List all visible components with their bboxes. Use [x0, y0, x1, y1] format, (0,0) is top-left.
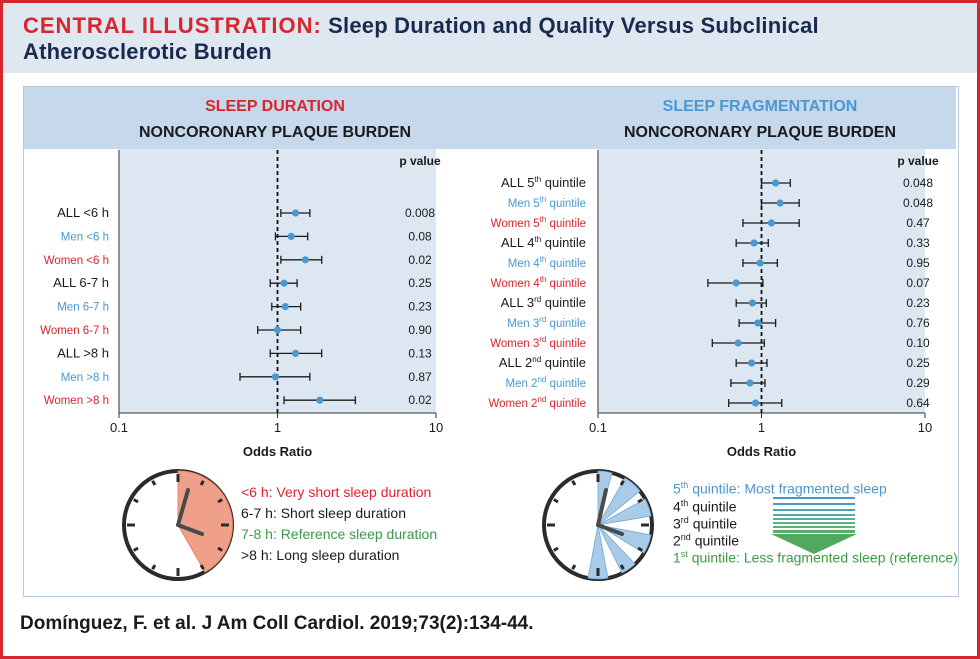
odds-ratio-point [746, 379, 754, 387]
title-text: Sleep Duration and Quality Versus Subcli… [23, 13, 819, 64]
x-axis-label: Odds Ratio [727, 444, 796, 459]
title-band [24, 87, 956, 149]
row-label: Women 2nd quintile [488, 395, 586, 410]
odds-ratio-point [732, 279, 740, 287]
p-value: 0.25 [408, 276, 432, 290]
sleep-duration-clock-icon [122, 469, 234, 581]
right-section-subtitle: NONCORONARY PLAQUE BURDEN [623, 124, 896, 141]
left-section-subtitle: NONCORONARY PLAQUE BURDEN [138, 124, 411, 141]
odds-ratio-point [751, 399, 760, 407]
fragmentation-legend-q4: 4th quintile [673, 498, 737, 515]
fragmentation-legend-q3: 3rd quintile [673, 515, 738, 532]
p-value: 0.29 [906, 376, 930, 390]
left-forest-plot: 0.1 1 10 Odds Ratio ALL <6 h 0.008 Men <6 h 0.0… [40, 150, 443, 459]
duration-legend-item: <6 h: Very short sleep duration [241, 484, 432, 500]
left-section-title: SLEEP DURATION [205, 98, 345, 115]
p-value: 0.008 [405, 206, 435, 220]
odds-ratio-point [734, 339, 742, 347]
row-label: ALL 4th quintile [501, 235, 586, 250]
odds-ratio-point [750, 239, 758, 247]
x-tick-label: 1 [758, 420, 765, 435]
right-section-title: SLEEP FRAGMENTATION [662, 98, 858, 115]
odds-ratio-point [287, 232, 295, 240]
duration-legend-item: 7-8 h: Reference sleep duration [241, 526, 438, 542]
p-value: 0.048 [903, 196, 933, 210]
odds-ratio-point [754, 319, 762, 327]
odds-ratio-point [280, 279, 288, 287]
odds-ratio-point [316, 396, 324, 404]
p-value: 0.47 [906, 216, 930, 230]
right-pvalue-header: p value [897, 154, 939, 168]
p-value: 0.048 [903, 176, 933, 190]
odds-ratio-point [271, 373, 280, 381]
figure-title: CENTRAL ILLUSTRATION: Sleep Duration and… [23, 13, 963, 65]
row-label: Men <6 h [61, 231, 109, 243]
odds-ratio-point [748, 299, 757, 307]
x-axis-label: Odds Ratio [243, 444, 312, 459]
odds-ratio-point [776, 199, 784, 207]
p-value: 0.10 [906, 336, 930, 350]
row-label: Men >8 h [61, 372, 109, 384]
duration-legend-item: >8 h: Long sleep duration [241, 547, 400, 563]
row-label: ALL 5th quintile [501, 175, 586, 190]
p-value: 0.76 [906, 316, 930, 330]
row-label: Men 2nd quintile [505, 375, 586, 390]
header-banner: CENTRAL ILLUSTRATION: Sleep Duration and… [3, 3, 977, 73]
odds-ratio-point [301, 256, 310, 264]
row-label: Men 6-7 h [57, 302, 109, 314]
p-value: 0.64 [906, 396, 930, 410]
fragmentation-gradient-arrow-icon [771, 497, 857, 554]
x-tick-label: 10 [918, 420, 932, 435]
row-label: ALL 3rd quintile [501, 295, 586, 310]
row-label: Men 3rd quintile [507, 315, 586, 330]
odds-ratio-point [748, 359, 756, 367]
x-tick-label: 0.1 [589, 420, 607, 435]
fragmentation-legend-q5: 5th quintile: Most fragmented sleep [673, 480, 887, 497]
x-tick-label: 0.1 [110, 420, 128, 435]
row-label: Women >8 h [44, 395, 109, 407]
row-label: Men 5th quintile [508, 195, 586, 210]
row-label: Women 6-7 h [40, 325, 109, 337]
p-value: 0.90 [408, 323, 432, 337]
p-value: 0.02 [408, 253, 432, 267]
fragmentation-legend-q1: 1st quintile: Less fragmented sleep (ref… [673, 549, 958, 566]
p-value: 0.95 [906, 256, 930, 270]
p-value: 0.33 [906, 236, 930, 250]
odds-ratio-point [756, 259, 764, 267]
p-value: 0.87 [408, 370, 432, 384]
p-value: 0.08 [408, 229, 432, 243]
row-label: ALL <6 h [57, 205, 109, 220]
row-label: Women 3rd quintile [490, 335, 586, 350]
row-label: ALL 2nd quintile [499, 355, 586, 370]
odds-ratio-point [281, 303, 289, 311]
x-tick-label: 10 [429, 420, 443, 435]
x-tick-label: 1 [274, 420, 281, 435]
row-label: ALL 6-7 h [53, 275, 109, 290]
fragmentation-legend-q2: 2nd quintile [673, 532, 740, 549]
citation: Domínguez, F. et al. J Am Coll Cardiol. … [20, 613, 534, 634]
p-value: 0.25 [906, 356, 930, 370]
p-value: 0.23 [906, 296, 930, 310]
odds-ratio-point [273, 326, 282, 334]
odds-ratio-point [767, 219, 776, 227]
title-lead: CENTRAL ILLUSTRATION: [23, 13, 322, 38]
duration-legend-item: 6-7 h: Short sleep duration [241, 505, 406, 521]
p-value: 0.23 [408, 300, 432, 314]
p-value: 0.13 [408, 346, 432, 360]
right-forest-plot: 0.1 1 10 Odds Ratio ALL 5th quintile 0.048 Men… [488, 150, 933, 459]
odds-ratio-point [291, 349, 300, 357]
left-pvalue-header: p value [399, 154, 441, 168]
odds-ratio-point [291, 209, 300, 217]
odds-ratio-point [772, 179, 780, 187]
p-value: 0.02 [408, 393, 432, 407]
row-label: Men 4th quintile [508, 255, 586, 270]
sleep-fragmentation-clock-icon [542, 469, 654, 581]
row-label: ALL >8 h [57, 345, 109, 360]
row-label: Women <6 h [44, 255, 109, 267]
row-label: Women 4th quintile [491, 275, 586, 290]
row-label: Women 5th quintile [491, 215, 586, 230]
p-value: 0.07 [906, 276, 930, 290]
